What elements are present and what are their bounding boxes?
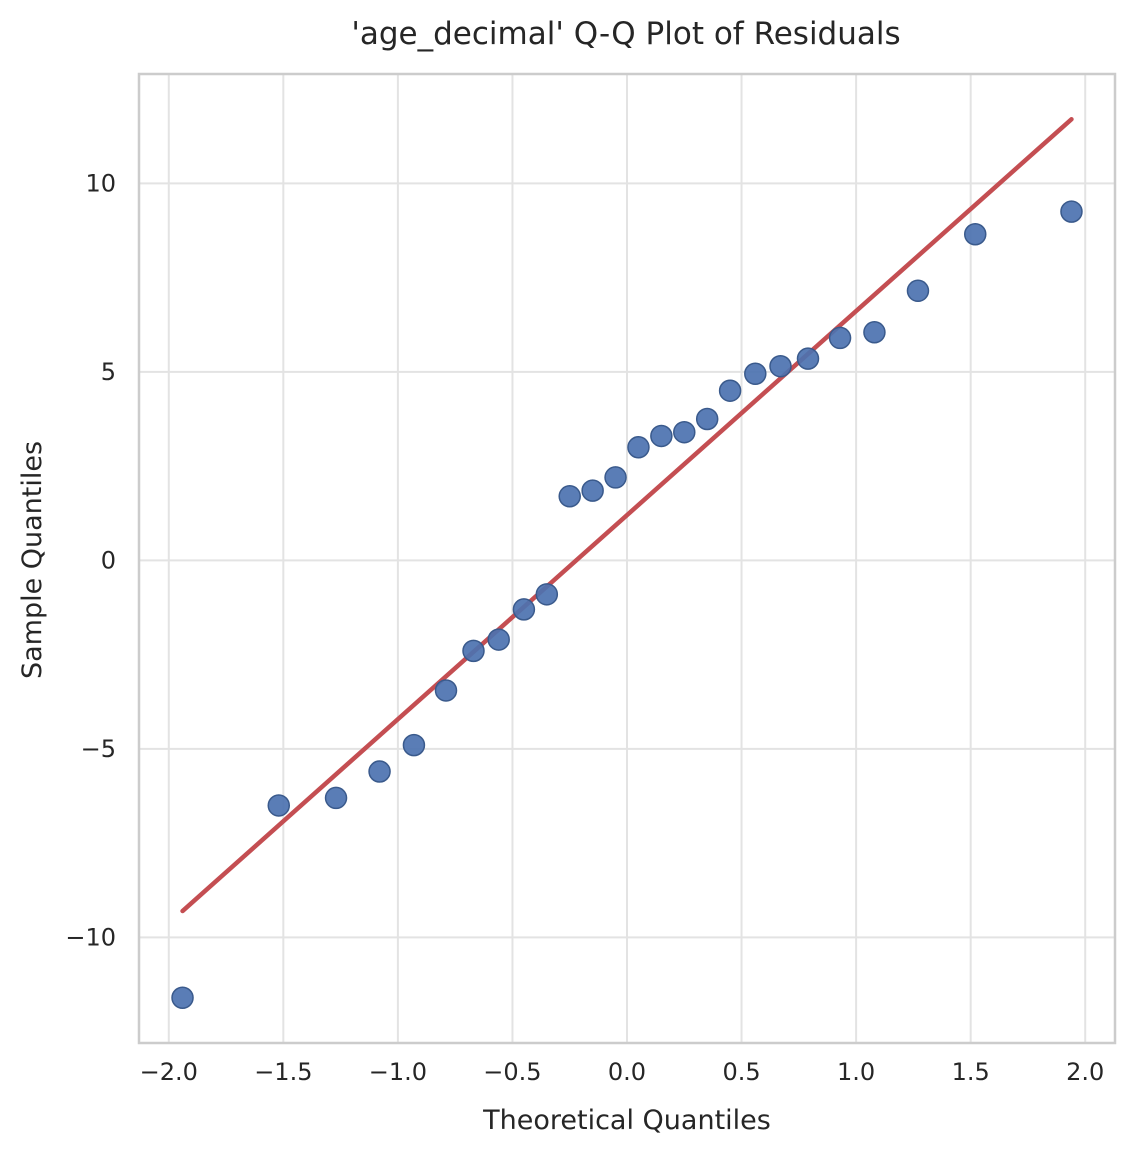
y-tick-label: 5	[101, 358, 116, 386]
x-tick-label: −0.5	[483, 1058, 541, 1086]
x-tick-label: 0.0	[608, 1058, 646, 1086]
data-point	[581, 479, 604, 502]
data-point	[535, 583, 559, 606]
reference-line-group	[180, 116, 1074, 914]
plot-frame	[137, 72, 1117, 1045]
y-axis-label: Sample Quantiles	[17, 441, 48, 679]
x-tick-label: −2.0	[140, 1058, 198, 1086]
y-tick-label: 0	[101, 546, 116, 574]
y-tick-label: −10	[65, 923, 116, 951]
x-tick-labels: −2.0 −1.5 −1.0 −0.5 0.0 0.5 1.0 1.5 2.0	[140, 1058, 1105, 1086]
x-tick-label: 1.5	[952, 1058, 990, 1086]
data-point	[796, 347, 820, 370]
data-point	[512, 598, 536, 621]
data-point	[171, 986, 194, 1010]
data-point	[627, 436, 650, 459]
data-point	[744, 362, 767, 385]
data-point	[1060, 200, 1083, 223]
data-point	[963, 222, 987, 246]
x-tick-label: −1.0	[369, 1058, 427, 1086]
y-tick-label: −5	[81, 735, 116, 763]
data-point	[673, 420, 696, 444]
chart-title: 'age_decimal' Q-Q Plot of Residuals	[351, 16, 900, 52]
data-point	[650, 424, 673, 448]
data-point	[718, 379, 742, 402]
data-point	[828, 326, 852, 350]
data-point	[604, 466, 627, 489]
data-point	[558, 485, 581, 508]
x-tick-label: 0.5	[722, 1058, 760, 1086]
x-axis-label: Theoretical Quantiles	[482, 1105, 771, 1136]
x-tick-label: 2.0	[1066, 1058, 1104, 1086]
data-point	[487, 628, 510, 651]
data-point	[434, 679, 458, 702]
data-point	[695, 407, 719, 431]
x-tick-label: −1.5	[254, 1058, 312, 1086]
data-point	[462, 639, 485, 663]
data-point	[863, 321, 886, 344]
data-point	[769, 354, 792, 378]
data-point	[267, 794, 291, 817]
y-tick-labels: −10 −5 0 5 10	[65, 169, 116, 951]
x-tick-label: 1.0	[837, 1058, 875, 1086]
data-points	[171, 200, 1083, 1010]
data-point	[368, 760, 391, 783]
data-point	[324, 786, 348, 810]
gridlines	[139, 74, 1115, 1043]
y-tick-label: 10	[85, 169, 116, 197]
data-point	[906, 279, 930, 303]
reference-line	[180, 116, 1074, 914]
data-point	[402, 733, 426, 757]
